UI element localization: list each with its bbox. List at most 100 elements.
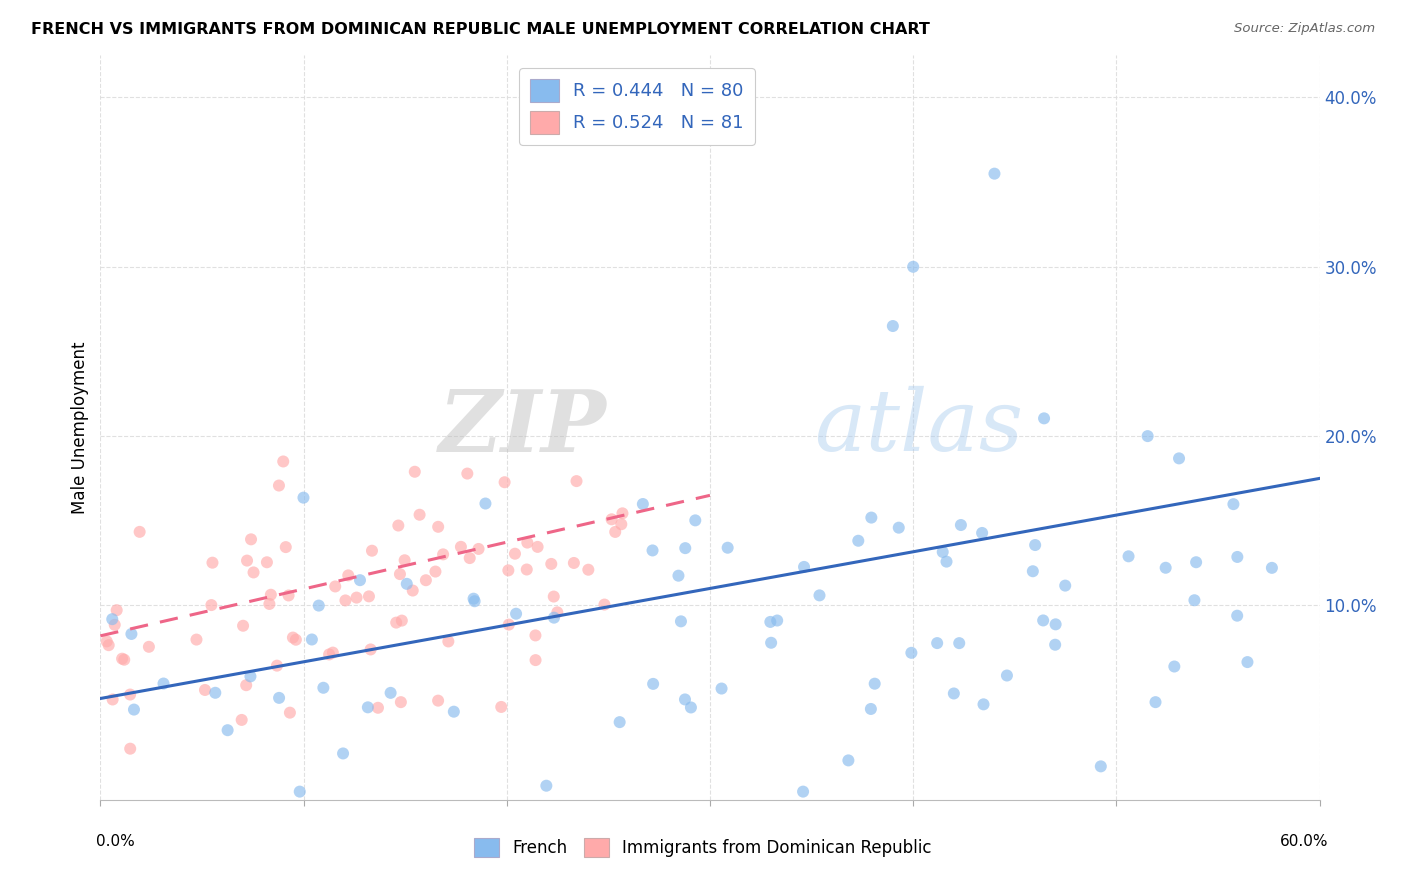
Point (673, 541, 696, 556)
Point (1226, 549, 1249, 564)
Point (111, 651, 134, 665)
Point (318, 648, 340, 662)
Point (323, 579, 346, 593)
Point (935, 555, 957, 569)
Point (301, 632, 323, 647)
Point (101, 612, 124, 626)
Point (120, 627, 142, 641)
Point (450, 540, 472, 554)
Point (669, 615, 692, 629)
Point (391, 614, 413, 628)
Point (204, 686, 226, 700)
Point (565, 474, 588, 488)
Point (1222, 497, 1244, 511)
Point (308, 599, 330, 613)
Point (1226, 608, 1249, 623)
Point (543, 610, 565, 624)
Point (277, 589, 299, 603)
Point (792, 784, 814, 798)
Point (152, 676, 174, 690)
Point (267, 690, 290, 705)
Point (1136, 429, 1159, 443)
Point (631, 497, 654, 511)
Point (882, 319, 904, 334)
Point (236, 553, 259, 567)
Y-axis label: Male Unemployment: Male Unemployment (72, 342, 89, 514)
Point (357, 590, 380, 604)
Point (467, 541, 489, 556)
Point (242, 566, 264, 580)
Point (612, 506, 634, 520)
Point (337, 568, 360, 582)
Point (387, 518, 409, 533)
Point (973, 698, 995, 712)
Point (837, 753, 859, 767)
Text: ZIP: ZIP (439, 386, 606, 469)
Point (641, 543, 664, 558)
Point (494, 475, 516, 490)
Point (266, 658, 288, 673)
Point (593, 598, 616, 612)
Text: 60.0%: 60.0% (1281, 834, 1329, 848)
Point (543, 590, 565, 604)
Point (260, 588, 283, 602)
Point (415, 573, 437, 587)
Point (332, 747, 354, 761)
Point (948, 636, 970, 650)
Point (1090, 759, 1112, 773)
Point (516, 562, 538, 576)
Point (546, 605, 568, 619)
Point (540, 557, 562, 571)
Point (427, 520, 450, 534)
Point (605, 524, 627, 539)
Point (995, 668, 1018, 682)
Point (685, 513, 707, 527)
Point (1154, 561, 1177, 575)
Point (536, 779, 558, 793)
Point (402, 583, 425, 598)
Point (128, 524, 150, 539)
Point (846, 533, 869, 548)
Point (610, 517, 633, 532)
Point (498, 617, 520, 632)
Point (887, 521, 910, 535)
Point (346, 591, 368, 605)
Point (668, 568, 690, 582)
Point (609, 715, 631, 730)
Point (380, 686, 402, 700)
Point (516, 535, 538, 549)
Point (360, 642, 382, 657)
Point (256, 555, 278, 569)
Point (235, 678, 257, 692)
Point (498, 563, 520, 577)
Point (274, 540, 297, 554)
Point (972, 525, 994, 540)
Point (859, 702, 882, 716)
Point (766, 614, 789, 628)
Point (312, 681, 335, 695)
Point (463, 591, 485, 606)
Point (389, 695, 412, 709)
Point (335, 593, 357, 607)
Point (394, 553, 416, 567)
Point (505, 607, 527, 621)
Point (1045, 617, 1067, 632)
Point (259, 597, 281, 611)
Point (1054, 578, 1077, 592)
Point (863, 676, 886, 690)
Point (1185, 555, 1208, 569)
Point (200, 598, 222, 612)
Point (385, 615, 408, 630)
Point (1032, 614, 1054, 628)
Point (526, 540, 548, 554)
Point (122, 702, 145, 716)
Point (120, 741, 142, 756)
Point (112, 653, 135, 667)
Point (231, 713, 253, 727)
Point (983, 167, 1005, 181)
Point (357, 700, 380, 714)
Point (503, 547, 526, 561)
Point (1118, 549, 1140, 564)
Point (292, 491, 315, 505)
Point (1024, 538, 1046, 552)
